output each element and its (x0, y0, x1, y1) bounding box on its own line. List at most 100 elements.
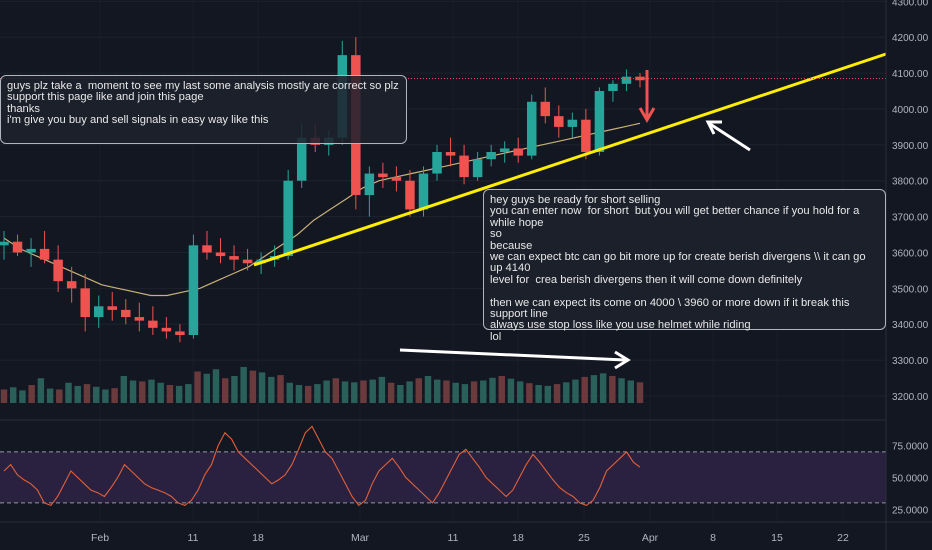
candle-body (80, 288, 90, 318)
candle-body (202, 245, 212, 253)
time-tick-label: Apr (642, 532, 659, 544)
candle-body (66, 281, 77, 289)
annotation-note-signals[interactable]: guys plz take a moment to see my last so… (0, 75, 407, 144)
candle-body (418, 173, 429, 210)
volume-bar (489, 377, 496, 403)
volume-bar (28, 385, 35, 403)
price-tick-label: 3200.00 (892, 392, 929, 403)
time-tick-label: 18 (512, 532, 524, 544)
candle-body (229, 256, 239, 260)
time-axis[interactable]: Feb 11 18 Mar 11 18 25 Apr 8 15 22 (0, 521, 932, 544)
volume-bar (480, 380, 487, 403)
price-tick-label: 3700.00 (892, 213, 929, 224)
candle-body (445, 152, 456, 156)
price-tick-label: 4100.00 (892, 69, 929, 80)
price-tick-label: 3300.00 (892, 356, 929, 367)
volume-bar (175, 385, 183, 403)
volume-bar (157, 382, 164, 403)
candle-body (53, 259, 63, 282)
candle-body (39, 248, 50, 260)
price-tick-label: 3800.00 (892, 177, 929, 188)
volume-bar (46, 388, 54, 403)
volume-bar (452, 382, 459, 403)
volume-bar (286, 382, 293, 403)
horizontal-white-arrow (399, 348, 626, 362)
time-tick-label: Mar (351, 532, 370, 544)
volume-bar (249, 370, 257, 403)
candle-body (378, 173, 388, 178)
price-tick-label: 3500.00 (892, 284, 929, 295)
volume-bar (581, 376, 588, 403)
time-tick-label: 18 (252, 532, 264, 544)
price-tick-label: 4200.00 (892, 33, 929, 44)
volume-bar (461, 384, 469, 403)
volume-bar (599, 373, 607, 403)
candle-body (608, 83, 618, 92)
volume-bar (387, 382, 395, 403)
volume-bar (378, 376, 386, 403)
volume-bar (636, 382, 644, 403)
annotation-note-short-selling[interactable]: hey guys be ready for short selling you … (483, 189, 886, 343)
volume-bar (166, 385, 174, 403)
volume-bar (148, 379, 155, 403)
volume-bar (424, 376, 432, 403)
rsi-tick-label: 25.0000 (892, 505, 929, 516)
price-tick-label: 4000.00 (892, 105, 929, 116)
price-axis[interactable]: 4300.00 4200.00 4100.00 4000.00 3900.00 3800.… (885, 0, 932, 550)
rsi-pane (0, 419, 932, 507)
rsi-tick-label: 75.0000 (892, 442, 929, 453)
candle-body (93, 306, 104, 318)
candle-body (242, 259, 253, 264)
candle-body (459, 155, 469, 178)
volume-bar (0, 389, 8, 403)
volume-bar (74, 385, 81, 403)
volume-bar (507, 378, 515, 403)
volume-bar (314, 384, 321, 403)
candle-body (215, 252, 226, 257)
volume-bar (185, 384, 192, 403)
candle-body (499, 148, 510, 153)
price-tick-label: 3400.00 (892, 320, 929, 331)
volume-bar (129, 380, 137, 403)
support-trendline[interactable] (253, 52, 887, 267)
candle-body (121, 309, 131, 318)
candle-body (554, 116, 564, 127)
candle-body (432, 152, 442, 174)
price-tick-label: 4300.00 (892, 0, 929, 8)
volume-bar (268, 376, 275, 403)
candle-body (12, 241, 23, 253)
volume-bar (535, 385, 542, 403)
volume-bar (277, 375, 284, 403)
candle-body (296, 137, 307, 181)
candle-body (148, 320, 158, 328)
rsi-band (0, 451, 886, 503)
volume-bar (470, 381, 478, 403)
volume-bar (295, 385, 303, 403)
volume-bar (258, 372, 266, 403)
volume-bar (433, 379, 441, 403)
volume-bar (590, 375, 598, 403)
volume-bar (83, 384, 91, 403)
volume-bar (341, 381, 349, 403)
time-tick-label: 11 (188, 532, 199, 544)
volume-bar (572, 379, 579, 403)
volume-bar (397, 385, 404, 403)
volume-bar (406, 381, 413, 403)
diagonal-white-arrow (709, 122, 751, 152)
time-tick-label: 8 (710, 532, 716, 544)
volume-bar (194, 371, 201, 403)
volume-bar (369, 379, 376, 403)
volume-bar (563, 382, 570, 403)
candle-body (527, 101, 537, 156)
candle-body (567, 119, 578, 127)
price-tick-label: 3900.00 (892, 141, 929, 152)
volume-bar (9, 387, 17, 403)
volume-bar (203, 373, 211, 403)
candle-body (175, 331, 185, 336)
volume-bar (221, 378, 229, 403)
volume-bar (139, 381, 146, 403)
volume-bar (111, 388, 118, 403)
candle-body (364, 173, 375, 196)
volume-bar (609, 376, 616, 403)
